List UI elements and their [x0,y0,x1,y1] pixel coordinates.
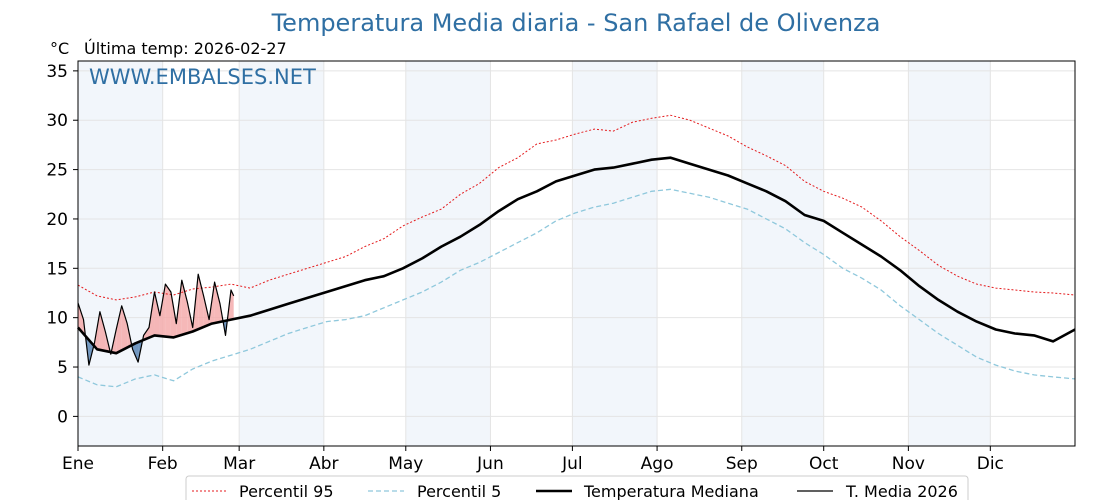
month-band [741,61,824,446]
y-axis: 0 5 10 15 20 25 30 35 [46,62,78,427]
series-lines [77,114,1076,388]
warm-anomaly-fill [214,282,221,324]
warm-anomaly-fill [159,284,166,337]
legend-label: Temperatura Mediana [583,482,759,500]
warm-anomaly-fill [154,292,160,336]
cold-anomaly-fill [132,342,139,363]
month-band [572,61,658,446]
warm-anomaly-fill [99,311,106,351]
x-tick-label: Jul [561,454,583,474]
series-line-percentil-95 [77,114,1076,301]
warm-anomaly-fill [78,302,84,334]
x-tick-label: Nov [892,454,925,474]
y-tick-label: 0 [57,407,68,427]
month-band [908,61,991,446]
y-tick-label: 5 [57,358,68,378]
month-band [405,61,491,446]
x-tick-label: May [388,454,423,474]
y-tick-label: 30 [46,111,68,131]
y-tick-label: 10 [46,309,68,329]
warm-anomaly-fill [181,280,188,335]
x-tick-label: Oct [809,454,839,474]
warm-anomaly-fill [116,305,122,354]
plot-frame [77,60,1076,447]
chart-title: Temperatura Media diaria - San Rafael de… [271,9,881,37]
legend-box [185,475,969,500]
y-tick-label: 15 [46,259,68,279]
x-tick-label: Dic [977,454,1004,474]
unit-label: °C [50,39,69,58]
grid-lines [77,61,1075,446]
month-band [239,61,324,446]
x-tick-label: Mar [223,454,255,474]
x-tick-label: Ene [62,454,94,474]
y-tick-label: 20 [46,210,68,230]
month-bands [78,61,991,446]
series-line-t-media-2026 [77,273,235,366]
x-tick-label: Abr [309,454,338,474]
series-line-temperatura-mediana [77,156,1076,355]
warm-anomaly-fill [230,290,234,320]
y-tick-label: 35 [46,62,68,82]
x-tick-label: Feb [148,454,178,474]
x-axis: Ene Feb Mar Abr May Jun Jul Ago Sep Oct Nov Dic [62,446,1004,474]
last-temp-label: Última temp: 2026-02-27 [84,39,287,58]
series-line-percentil-5 [77,188,1076,388]
x-tick-label: Jun [476,454,504,474]
warm-anomaly-fill [165,284,171,338]
y-tick-label: 25 [46,161,68,181]
legend-label: Percentil 5 [417,482,501,500]
warm-anomaly-fill [198,274,204,330]
legend-label: Percentil 95 [239,482,334,500]
x-tick-label: Sep [726,454,758,474]
legend-label: T. Media 2026 [845,482,958,500]
watermark: WWW.EMBALSES.NET [89,65,316,89]
x-tick-label: Ago [641,454,674,474]
warm-anomaly-fill [121,305,128,351]
legend: Percentil 95 Percentil 5 Temperatura Media… [185,475,969,500]
month-band [78,61,163,446]
